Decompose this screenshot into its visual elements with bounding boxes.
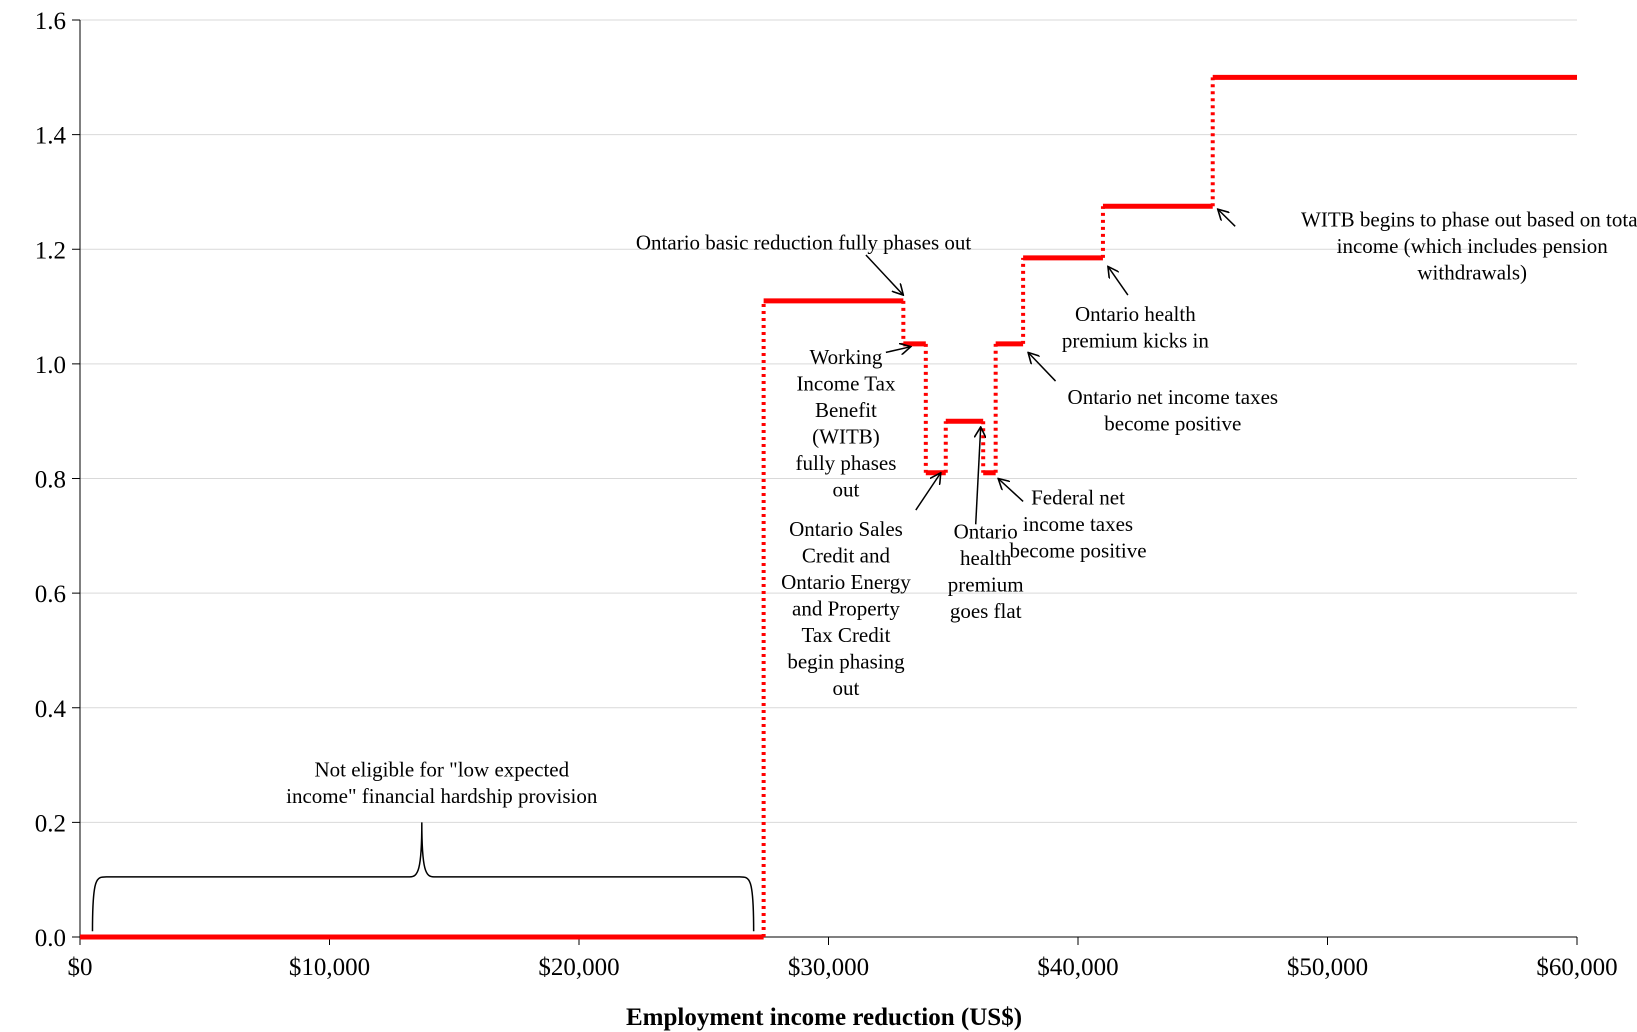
x-tick-label: $40,000	[1037, 954, 1118, 981]
x-tick-label: $50,000	[1287, 954, 1368, 981]
annotation-line: income (which includes pension	[1337, 234, 1609, 258]
annotation-line: Not eligible for "low expected	[314, 758, 569, 782]
x-axis-label: Employment income reduction (US$)	[626, 1004, 1022, 1031]
curly-brace	[91, 822, 755, 932]
annotation-line: Benefit	[815, 398, 877, 422]
annotation-witb-phase-out-total: WITB begins to phase out based on total i…	[1218, 207, 1637, 284]
y-tick-label: 0.0	[35, 925, 66, 952]
annotation-line: income" financial hardship provision	[286, 784, 598, 808]
annotation-line: become positive	[1104, 411, 1241, 435]
annotation-ontario-net-income: Ontario net income taxes become positive	[1028, 352, 1278, 435]
annotation-line: income taxes	[1023, 512, 1133, 536]
annotation-line: Ontario basic reduction fully phases out	[636, 230, 971, 254]
annotation-line: premium	[948, 573, 1024, 597]
annotation-ontario-sales-credit: Ontario Sales Credit and Ontario Energy and…	[781, 473, 941, 700]
annotation-line: Ontario Sales	[789, 517, 903, 541]
annotation-line: Ontario	[954, 520, 1018, 544]
annotation-text: Federal net income taxes become positive	[1009, 485, 1146, 562]
annotation-arrow	[1028, 352, 1057, 382]
annotation-line: Ontario health	[1075, 302, 1196, 326]
annotation-arrow	[1218, 209, 1236, 227]
y-tick-label: 1.2	[35, 237, 66, 264]
annotation-line: WITB begins to phase out based on total	[1301, 207, 1637, 231]
annotation-line: premium kicks in	[1062, 328, 1209, 352]
annotation-federal-net-income: Federal net income taxes become positive	[998, 479, 1147, 562]
annotation-line: Income Tax	[796, 371, 896, 395]
x-tick-label: $10,000	[289, 954, 370, 981]
annotation-text: Ontario net income taxes become positive	[1068, 385, 1279, 436]
y-tick-label: 0.4	[35, 696, 67, 723]
annotation-ontario-health-kicks-in: Ontario health premium kicks in	[1062, 266, 1209, 352]
annotation-line: become positive	[1009, 538, 1146, 562]
annotation-text: Working Income Tax Benefit (WITB) fully phas…	[796, 345, 897, 502]
annotation-ontario-basic-reduction: Ontario basic reduction fully phases out	[636, 230, 971, 295]
annotation-arrow	[976, 427, 981, 525]
annotation-line: Ontario Energy	[781, 570, 911, 594]
annotations: Not eligible for "low expected income" fi…	[286, 207, 1637, 808]
annotation-arrow	[885, 347, 911, 353]
y-tick-label: 1.0	[35, 352, 66, 379]
annotation-arrow	[915, 473, 941, 511]
annotation-ontario-health-flat: Ontario health premium goes flat	[948, 427, 1024, 623]
annotation-line: begin phasing	[787, 649, 905, 673]
gridlines	[80, 19, 1577, 823]
y-tick-label: 0.6	[35, 581, 66, 608]
annotation-line: health	[960, 546, 1012, 570]
annotation-line: Ontario net income taxes	[1068, 385, 1279, 409]
annotation-line: withdrawals)	[1417, 260, 1527, 284]
series-step-line	[80, 74, 1577, 940]
annotation-arrow	[1108, 266, 1129, 296]
annotation-line: goes flat	[950, 599, 1022, 623]
annotation-arrow	[998, 479, 1024, 502]
annotation-line: (WITB)	[812, 424, 880, 448]
annotation-arrow	[865, 254, 903, 295]
x-tick-label: $20,000	[538, 954, 619, 981]
annotation-not-eligible: Not eligible for "low expected income" fi…	[286, 758, 598, 809]
brace-group	[91, 822, 755, 932]
annotation-witb-fully-phases-out: Working Income Tax Benefit (WITB) fully phas…	[796, 345, 911, 502]
annotation-line: fully phases	[796, 451, 897, 475]
x-tick-label: $30,000	[788, 954, 869, 981]
annotation-line: Federal net	[1031, 485, 1125, 509]
annotation-line: Credit and	[802, 543, 891, 567]
y-tick-label: 0.8	[35, 467, 66, 494]
annotation-line: out	[833, 477, 860, 501]
y-tick-label: 0.2	[35, 810, 66, 837]
annotation-line: Tax Credit	[802, 623, 891, 647]
y-tick-label: 1.6	[35, 8, 66, 35]
y-tick-label: 1.4	[35, 123, 67, 150]
annotation-line: out	[833, 676, 860, 700]
annotation-text: WITB begins to phase out based on total i…	[1301, 207, 1637, 284]
axes: 0.0 0.2 0.4 0.6 0.8 1.0 1.2 1.4 1.6 $0 $10,000 $20,…	[35, 8, 1618, 981]
annotation-text: Not eligible for "low expected income" fi…	[286, 758, 598, 809]
annotation-text: Ontario health premium kicks in	[1062, 302, 1209, 353]
x-tick-label: $60,000	[1536, 954, 1617, 981]
annotation-text: Ontario health premium goes flat	[948, 520, 1024, 624]
annotation-line: and Property	[792, 596, 900, 620]
x-tick-label: $0	[68, 954, 93, 981]
annotation-text: Ontario basic reduction fully phases out	[636, 230, 971, 254]
annotation-text: Ontario Sales Credit and Ontario Energy and…	[781, 517, 911, 700]
annotation-line: Working	[809, 345, 882, 369]
